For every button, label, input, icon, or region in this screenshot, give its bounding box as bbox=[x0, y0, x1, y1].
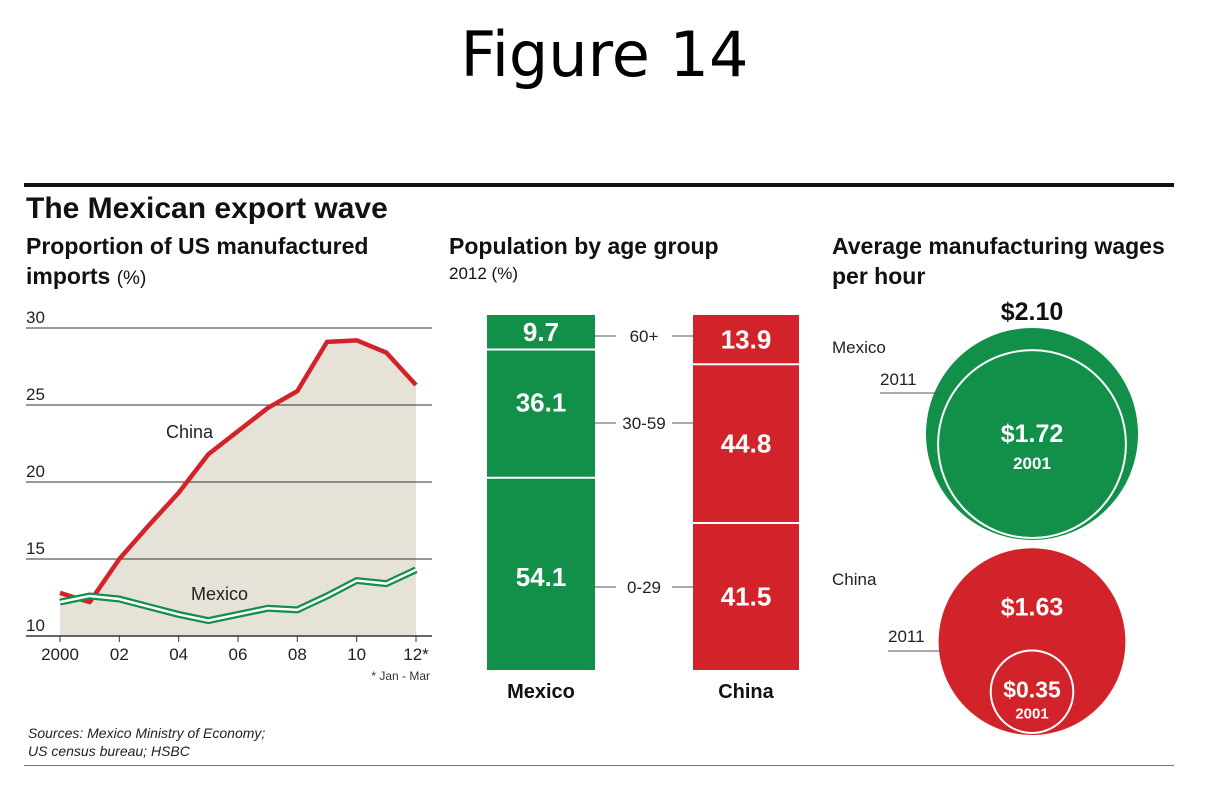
sources-line-1: Sources: Mexico Ministry of Economy; bbox=[28, 725, 266, 741]
x-tick-label: 10 bbox=[347, 645, 366, 664]
wages-chart-title: Average manufacturing wages per hour bbox=[832, 233, 1165, 289]
inner-value-label: $0.35 bbox=[1003, 677, 1061, 703]
group-label-mexico: Mexico bbox=[832, 338, 886, 357]
year-label-outer: 2011 bbox=[880, 370, 917, 389]
bar-segment-mexico-0-29 bbox=[487, 477, 595, 670]
series-label-china: China bbox=[166, 422, 214, 442]
inner-year-label: 2001 bbox=[1013, 454, 1051, 473]
wages-chart: Mexico 2011 $2.10 $1.72 2001 China 2011 $1.63 $0… bbox=[832, 298, 1138, 735]
bottom-rule bbox=[24, 765, 1174, 766]
main-title: The Mexican export wave bbox=[26, 192, 388, 225]
x-tick-label: 12* bbox=[403, 645, 429, 664]
bar-segment-china-60+ bbox=[693, 315, 799, 365]
bar-segment-china-0-29 bbox=[693, 522, 799, 670]
y-tick-label: 15 bbox=[26, 539, 45, 558]
series-line-china bbox=[59, 338, 418, 605]
inner-value-label: $1.72 bbox=[1001, 420, 1064, 448]
wage-circle-mexico-2011 bbox=[926, 328, 1138, 540]
bar-segment-china-30-59 bbox=[693, 364, 799, 523]
x-tick-label: 08 bbox=[288, 645, 307, 664]
sources-line-2: US census bureau; HSBC bbox=[28, 743, 190, 759]
y-tick-label: 20 bbox=[26, 462, 45, 481]
category-label-mexico: Mexico bbox=[507, 681, 575, 703]
wage-circle-mexico-2001 bbox=[937, 349, 1127, 540]
year-label-outer: 2011 bbox=[888, 627, 925, 646]
wage-circle-china-2001 bbox=[989, 649, 1075, 734]
x-axis-note: * Jan - Mar bbox=[371, 669, 430, 683]
y-tick-label: 30 bbox=[26, 308, 45, 327]
china-area bbox=[60, 340, 416, 636]
inner-year-label: 2001 bbox=[1015, 706, 1048, 723]
line-chart-title: Proportion of US manufactured imports (%… bbox=[26, 231, 406, 294]
y-tick-label: 10 bbox=[26, 616, 45, 635]
figure-title: Figure 14 bbox=[460, 18, 749, 91]
x-tick-label: 04 bbox=[169, 645, 188, 664]
age-group-label: 30-59 bbox=[622, 414, 665, 433]
series-line-mexico-inner bbox=[59, 568, 417, 622]
group-label-china: China bbox=[832, 570, 877, 589]
line-chart: 10 15 20 25 30 2000 02 04 06 08 10 12* * Jan - Mar Ch… bbox=[26, 308, 432, 683]
age-group-label: 60+ bbox=[630, 327, 659, 346]
line-chart-unit: (%) bbox=[116, 268, 147, 289]
wage-circle-china-2011 bbox=[938, 548, 1126, 735]
sources: Sources: Mexico Ministry of Economy; US … bbox=[28, 724, 265, 760]
category-label-china: China bbox=[718, 681, 774, 703]
bar-segment-mexico-30-59 bbox=[487, 349, 595, 478]
data-label: 44.8 bbox=[721, 429, 772, 459]
bar-segment-mexico-60+ bbox=[487, 315, 595, 350]
population-chart: 9.7 36.1 54.1 Mexico 13.9 44.8 41.5 China 60+ 30-… bbox=[487, 315, 799, 703]
x-tick-label: 2000 bbox=[41, 645, 79, 664]
top-rule bbox=[24, 183, 1174, 187]
data-label: 13.9 bbox=[721, 325, 772, 355]
x-tick-label: 02 bbox=[110, 645, 129, 664]
population-chart-subtitle: 2012 (%) bbox=[449, 264, 518, 283]
outer-value-label: $1.63 bbox=[1001, 594, 1064, 622]
series-label-mexico: Mexico bbox=[191, 584, 248, 604]
x-tick-label: 06 bbox=[229, 645, 248, 664]
outer-value-label: $2.10 bbox=[1001, 298, 1064, 326]
line-chart-title-text: Proportion of US manufactured imports bbox=[26, 233, 369, 289]
population-chart-title: Population by age group bbox=[449, 233, 719, 259]
data-label: 9.7 bbox=[523, 317, 559, 347]
age-group-label: 0-29 bbox=[627, 578, 661, 597]
data-label: 41.5 bbox=[721, 581, 772, 611]
data-label: 36.1 bbox=[516, 387, 567, 417]
y-tick-label: 25 bbox=[26, 385, 45, 404]
data-label: 54.1 bbox=[516, 562, 567, 592]
